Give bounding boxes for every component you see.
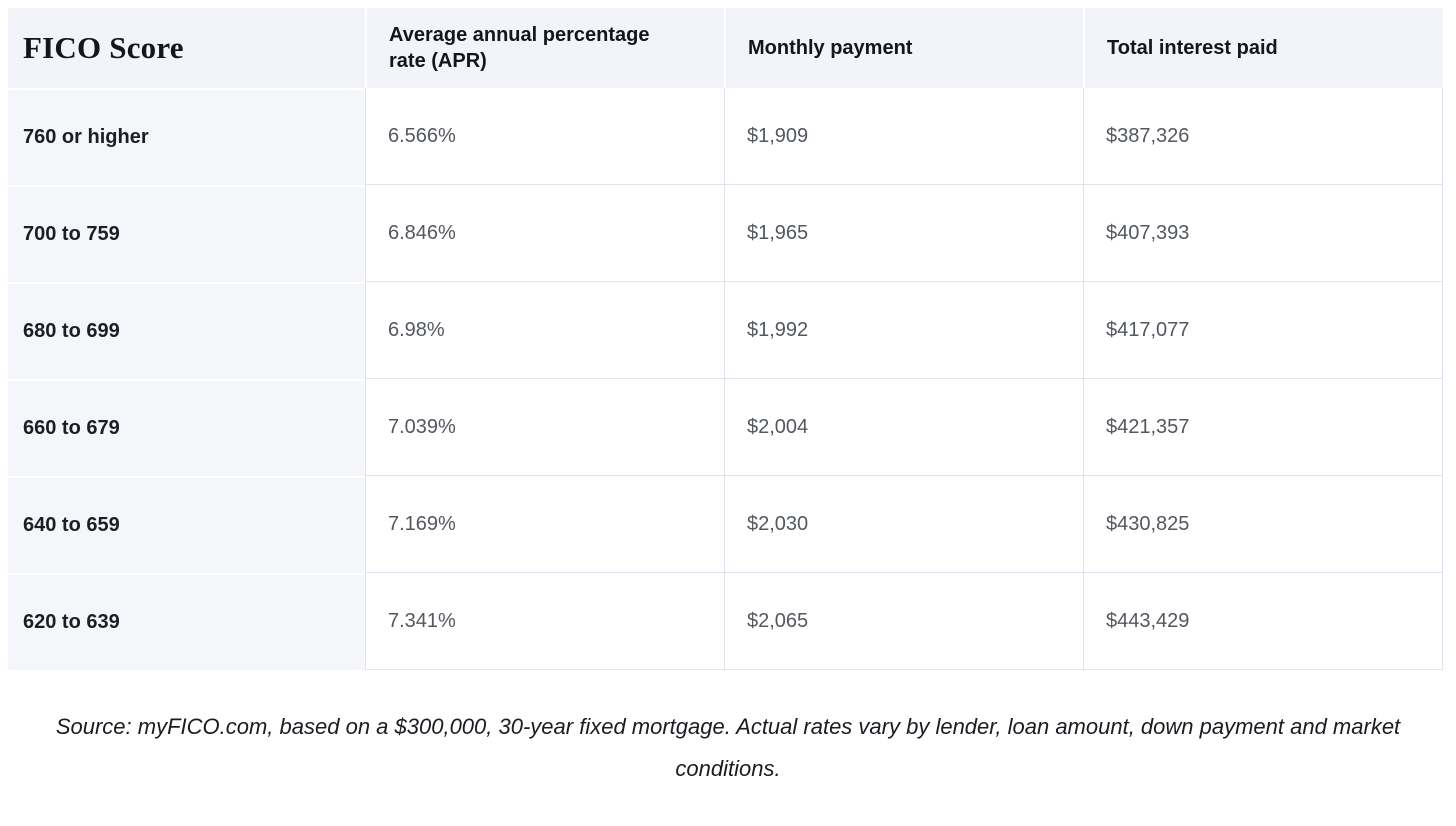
- fico-mortgage-rate-table: FICO Score Average annual percentage rat…: [8, 8, 1443, 670]
- apr-cell: 6.846%: [365, 185, 724, 282]
- apr-cell: 6.98%: [365, 282, 724, 379]
- table-grid: FICO Score Average annual percentage rat…: [8, 8, 1443, 670]
- monthly-payment-cell: $1,909: [724, 88, 1083, 185]
- monthly-payment-cell: $2,004: [724, 379, 1083, 476]
- fico-range-cell: 620 to 639: [8, 573, 365, 670]
- fico-range-cell: 660 to 679: [8, 379, 365, 476]
- apr-cell: 7.039%: [365, 379, 724, 476]
- total-interest-cell: $407,393: [1083, 185, 1443, 282]
- header-cell-total-interest: Total interest paid: [1083, 8, 1443, 88]
- header-cell-apr: Average annual percentage rate (APR): [365, 8, 724, 88]
- column-header-label: Average annual percentage rate (APR): [389, 24, 650, 72]
- monthly-payment-cell: $2,030: [724, 476, 1083, 573]
- fico-range-cell: 700 to 759: [8, 185, 365, 282]
- monthly-payment-cell: $1,965: [724, 185, 1083, 282]
- apr-cell: 7.169%: [365, 476, 724, 573]
- header-cell-monthly-payment: Monthly payment: [724, 8, 1083, 88]
- column-header-label: Monthly payment: [748, 37, 913, 59]
- monthly-payment-cell: $1,992: [724, 282, 1083, 379]
- header-cell-fico-score: FICO Score: [8, 8, 365, 88]
- fico-range-cell: 640 to 659: [8, 476, 365, 573]
- monthly-payment-cell: $2,065: [724, 573, 1083, 670]
- apr-cell: 7.341%: [365, 573, 724, 670]
- table-title: FICO Score: [23, 30, 184, 65]
- fico-range-cell: 760 or higher: [8, 88, 365, 185]
- total-interest-cell: $430,825: [1083, 476, 1443, 573]
- source-note: Source: myFICO.com, based on a $300,000,…: [55, 714, 1401, 781]
- total-interest-cell: $443,429: [1083, 573, 1443, 670]
- apr-cell: 6.566%: [365, 88, 724, 185]
- total-interest-cell: $387,326: [1083, 88, 1443, 185]
- column-header-label: Total interest paid: [1107, 37, 1278, 59]
- total-interest-cell: $417,077: [1083, 282, 1443, 379]
- fico-range-cell: 680 to 699: [8, 282, 365, 379]
- total-interest-cell: $421,357: [1083, 379, 1443, 476]
